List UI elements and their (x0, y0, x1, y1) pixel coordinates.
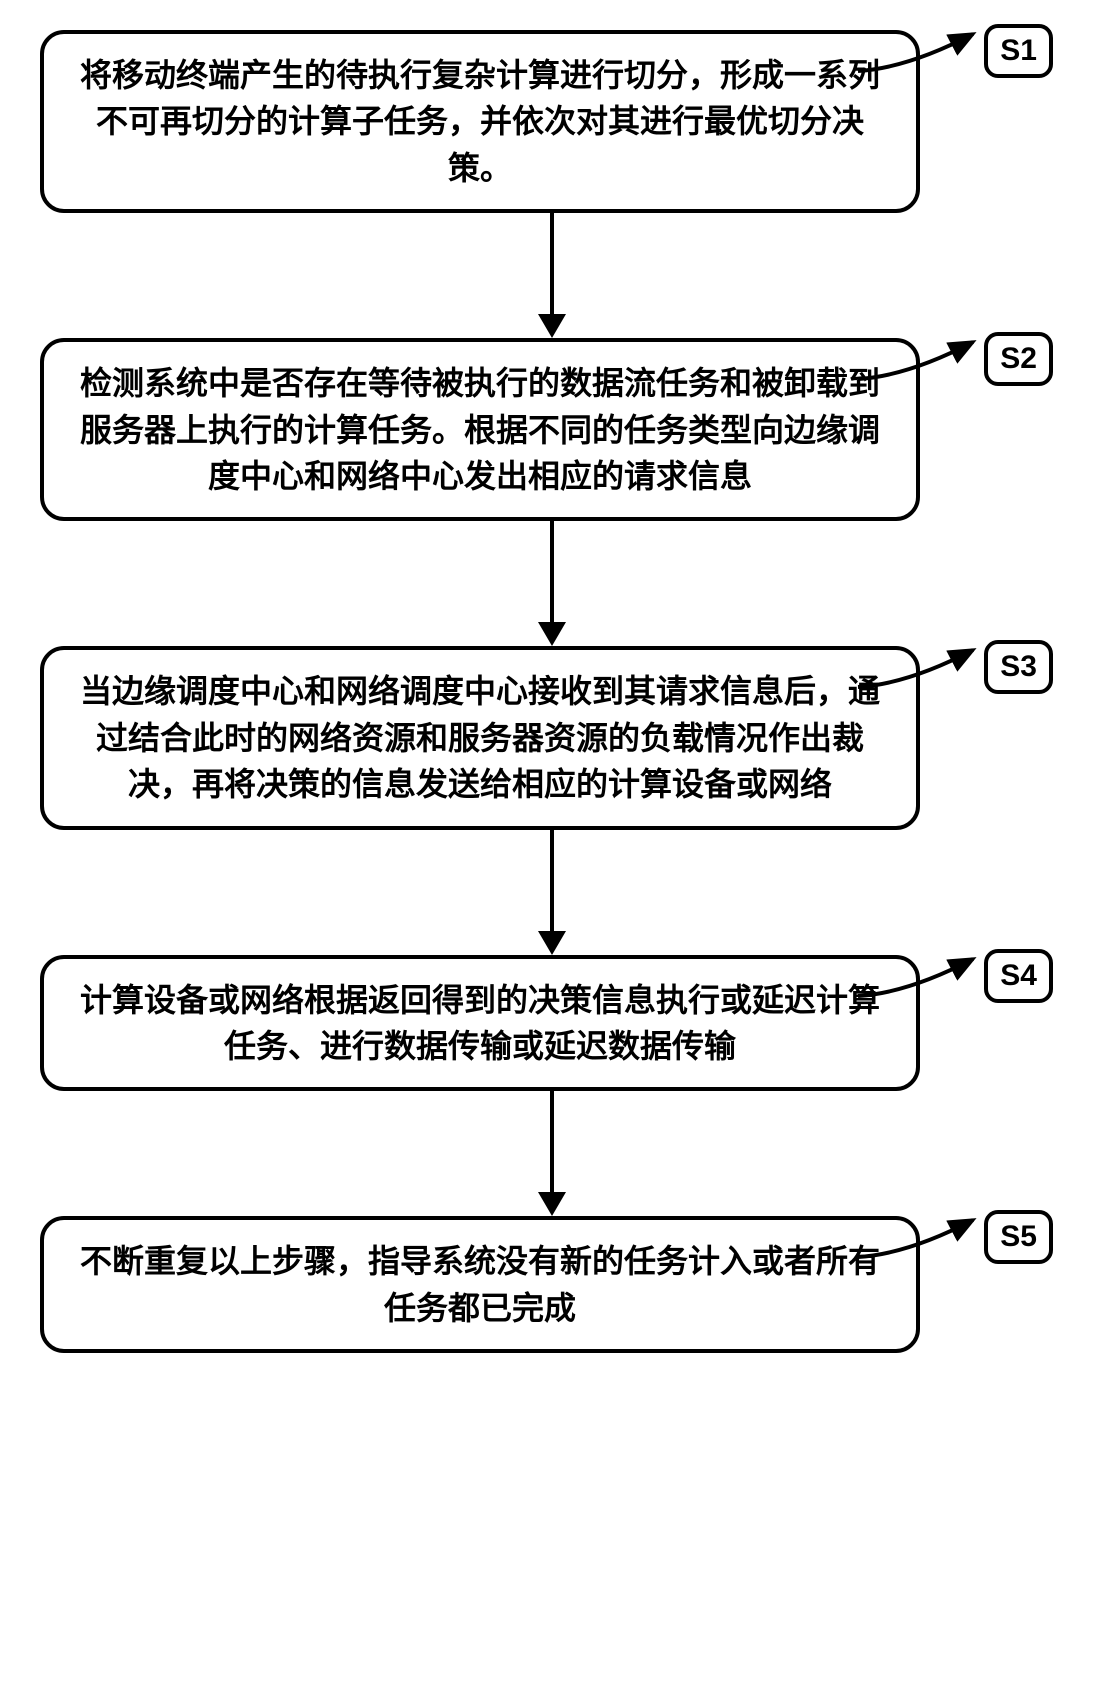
step-row: 计算设备或网络根据返回得到的决策信息执行或延迟计算任务、进行数据传输或延迟数据传… (40, 955, 1063, 1092)
connector-arrow (112, 830, 992, 955)
step-box-s3: 当边缘调度中心和网络调度中心接收到其请求信息后，通过结合此时的网络资源和服务器资… (40, 646, 920, 829)
step-label-s4: S4 (984, 949, 1053, 1003)
step-label-s2: S2 (984, 332, 1053, 386)
arrow-down-icon (538, 1192, 566, 1216)
step-label-s5: S5 (984, 1210, 1053, 1264)
step-box-s4: 计算设备或网络根据返回得到的决策信息执行或延迟计算任务、进行数据传输或延迟数据传… (40, 955, 920, 1092)
step-label-s3: S3 (984, 640, 1053, 694)
arrow-line (550, 1091, 554, 1194)
connector-arrow (112, 521, 992, 646)
label-arrow-icon (853, 951, 983, 1001)
arrow-down-icon (538, 931, 566, 955)
step-row: 当边缘调度中心和网络调度中心接收到其请求信息后，通过结合此时的网络资源和服务器资… (40, 646, 1063, 829)
step-box-s2: 检测系统中是否存在等待被执行的数据流任务和被卸载到服务器上执行的计算任务。根据不… (40, 338, 920, 521)
label-arrow-icon (853, 642, 983, 692)
connector-arrow (112, 213, 992, 338)
arrow-line (550, 213, 554, 316)
label-arrow-icon (853, 26, 983, 76)
step-box-s1: 将移动终端产生的待执行复杂计算进行切分，形成一系列不可再切分的计算子任务，并依次… (40, 30, 920, 213)
label-arrow-icon (853, 334, 983, 384)
step-label-s1: S1 (984, 24, 1053, 78)
connector-arrow (112, 1091, 992, 1216)
label-arrow-icon (853, 1212, 983, 1262)
flowchart-container: 将移动终端产生的待执行复杂计算进行切分，形成一系列不可再切分的计算子任务，并依次… (40, 30, 1063, 1353)
step-box-s5: 不断重复以上步骤，指导系统没有新的任务计入或者所有任务都已完成 (40, 1216, 920, 1353)
arrow-line (550, 830, 554, 933)
step-row: 不断重复以上步骤，指导系统没有新的任务计入或者所有任务都已完成 S5 (40, 1216, 1063, 1353)
step-row: 检测系统中是否存在等待被执行的数据流任务和被卸载到服务器上执行的计算任务。根据不… (40, 338, 1063, 521)
arrow-down-icon (538, 314, 566, 338)
step-row: 将移动终端产生的待执行复杂计算进行切分，形成一系列不可再切分的计算子任务，并依次… (40, 30, 1063, 213)
arrow-down-icon (538, 622, 566, 646)
arrow-line (550, 521, 554, 624)
